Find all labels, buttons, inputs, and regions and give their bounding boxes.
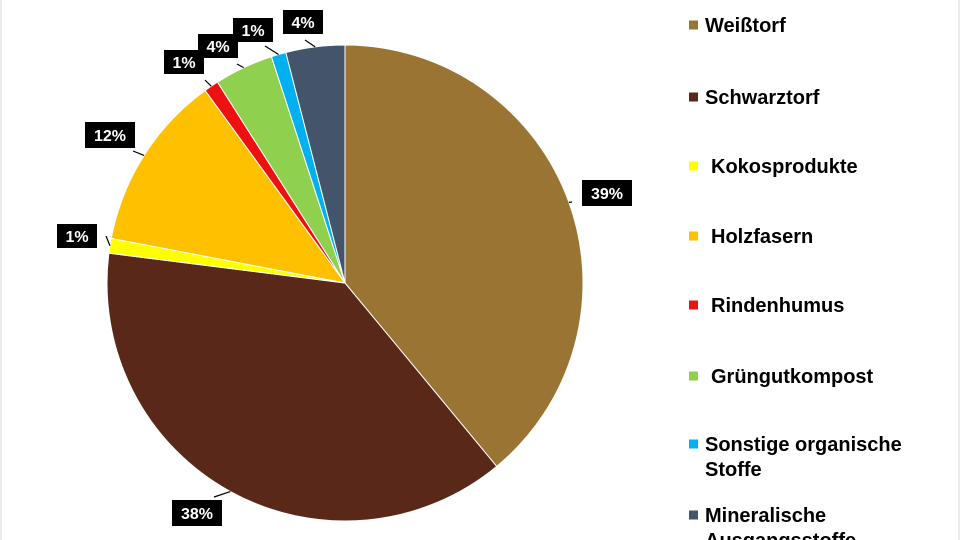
legend-label: Rindenhumus — [711, 295, 844, 317]
data-label-text: 1% — [65, 229, 88, 246]
data-label-text: 1% — [172, 55, 195, 72]
legend-entry-weisstorf: Weißtorf — [689, 15, 786, 37]
data-label-mineralische-ausgangsstoffe: 4% — [283, 10, 323, 34]
legend-entry-gruengutkompost: Grüngutkompost — [689, 366, 874, 388]
leader-line-gruengutkompost — [236, 63, 244, 69]
data-label-text: 39% — [591, 186, 623, 203]
pie-slices — [106, 44, 584, 522]
legend-entry-schwarztorf: Schwarztorf — [689, 87, 820, 109]
data-label-box — [164, 50, 204, 74]
data-label-box — [85, 122, 135, 148]
legend-entry-rindenhumus: Rindenhumus — [689, 295, 844, 317]
data-label-gruengutkompost: 4% — [198, 34, 238, 58]
leader-line-schwarztorf — [213, 490, 231, 498]
legend-entry-holzfasern: Holzfasern — [689, 226, 813, 248]
leader-lines — [105, 39, 573, 498]
data-label-box — [283, 10, 323, 34]
legend-label: Sonstige organische — [705, 434, 902, 456]
data-label-weisstorf: 39% — [582, 180, 632, 206]
legend-entry-mineralische-ausgangsstoffe: Mineralische Ausgangsstoffe — [689, 505, 856, 540]
legend-label: Grüngutkompost — [711, 366, 874, 388]
legend-swatch — [689, 20, 698, 30]
legend-entry-sonstige-organische-stoffe: Sonstige organische Stoffe — [689, 434, 902, 481]
legend-swatch — [689, 439, 698, 449]
legend-entry-kokosprodukte: Kokosprodukte — [689, 156, 858, 178]
legend-label: Ausgangsstoffe — [705, 530, 856, 540]
pie-slice-schwarztorf — [106, 252, 498, 522]
data-label-box — [198, 34, 238, 58]
leader-line-rindenhumus — [204, 79, 212, 87]
legend-label: Mineralische — [705, 505, 826, 527]
legend-swatch — [689, 92, 698, 102]
pie-slice-holzfasern — [110, 89, 347, 284]
data-label-kokosprodukte: 1% — [57, 224, 97, 248]
data-label-text: 4% — [206, 39, 229, 56]
pie-slice-mineralische-ausgangsstoffe — [285, 44, 346, 284]
leader-line-holzfasern — [132, 150, 145, 157]
legend-swatch — [689, 231, 698, 241]
data-label-sonstige-organische-stoffe: 1% — [233, 18, 273, 42]
legend-label: Schwarztorf — [705, 87, 820, 109]
data-label-holzfasern: 12% — [85, 122, 135, 148]
legend-swatch — [689, 161, 698, 171]
legend: Weißtorf Schwarztorf Kokosprodukte Holzfase… — [689, 15, 902, 540]
legend-swatch — [689, 371, 698, 381]
data-label-text: 1% — [241, 23, 264, 40]
leader-line-mineralische-ausgangsstoffe — [304, 39, 316, 48]
legend-label: Kokosprodukte — [711, 156, 858, 178]
data-label-box — [57, 224, 97, 248]
data-label-box — [582, 180, 632, 206]
leader-line-sonstige-organische-stoffe — [264, 45, 279, 55]
leader-line-kokosprodukte — [105, 235, 111, 246]
data-labels: 39% 38% 1% 12% 1% 4% 1% 4% — [57, 10, 632, 526]
data-label-box — [172, 500, 222, 526]
pie-slice-weisstorf — [344, 44, 584, 468]
legend-swatch — [689, 300, 698, 310]
data-label-text: 38% — [181, 506, 213, 523]
data-label-box — [233, 18, 273, 42]
data-label-text: 4% — [291, 15, 314, 32]
legend-swatch — [689, 510, 698, 520]
legend-label: Holzfasern — [711, 226, 813, 248]
data-label-rindenhumus: 1% — [164, 50, 204, 74]
data-label-text: 12% — [94, 128, 126, 145]
data-label-schwarztorf: 38% — [172, 500, 222, 526]
legend-label: Weißtorf — [705, 15, 786, 37]
legend-label: Stoffe — [705, 459, 762, 481]
